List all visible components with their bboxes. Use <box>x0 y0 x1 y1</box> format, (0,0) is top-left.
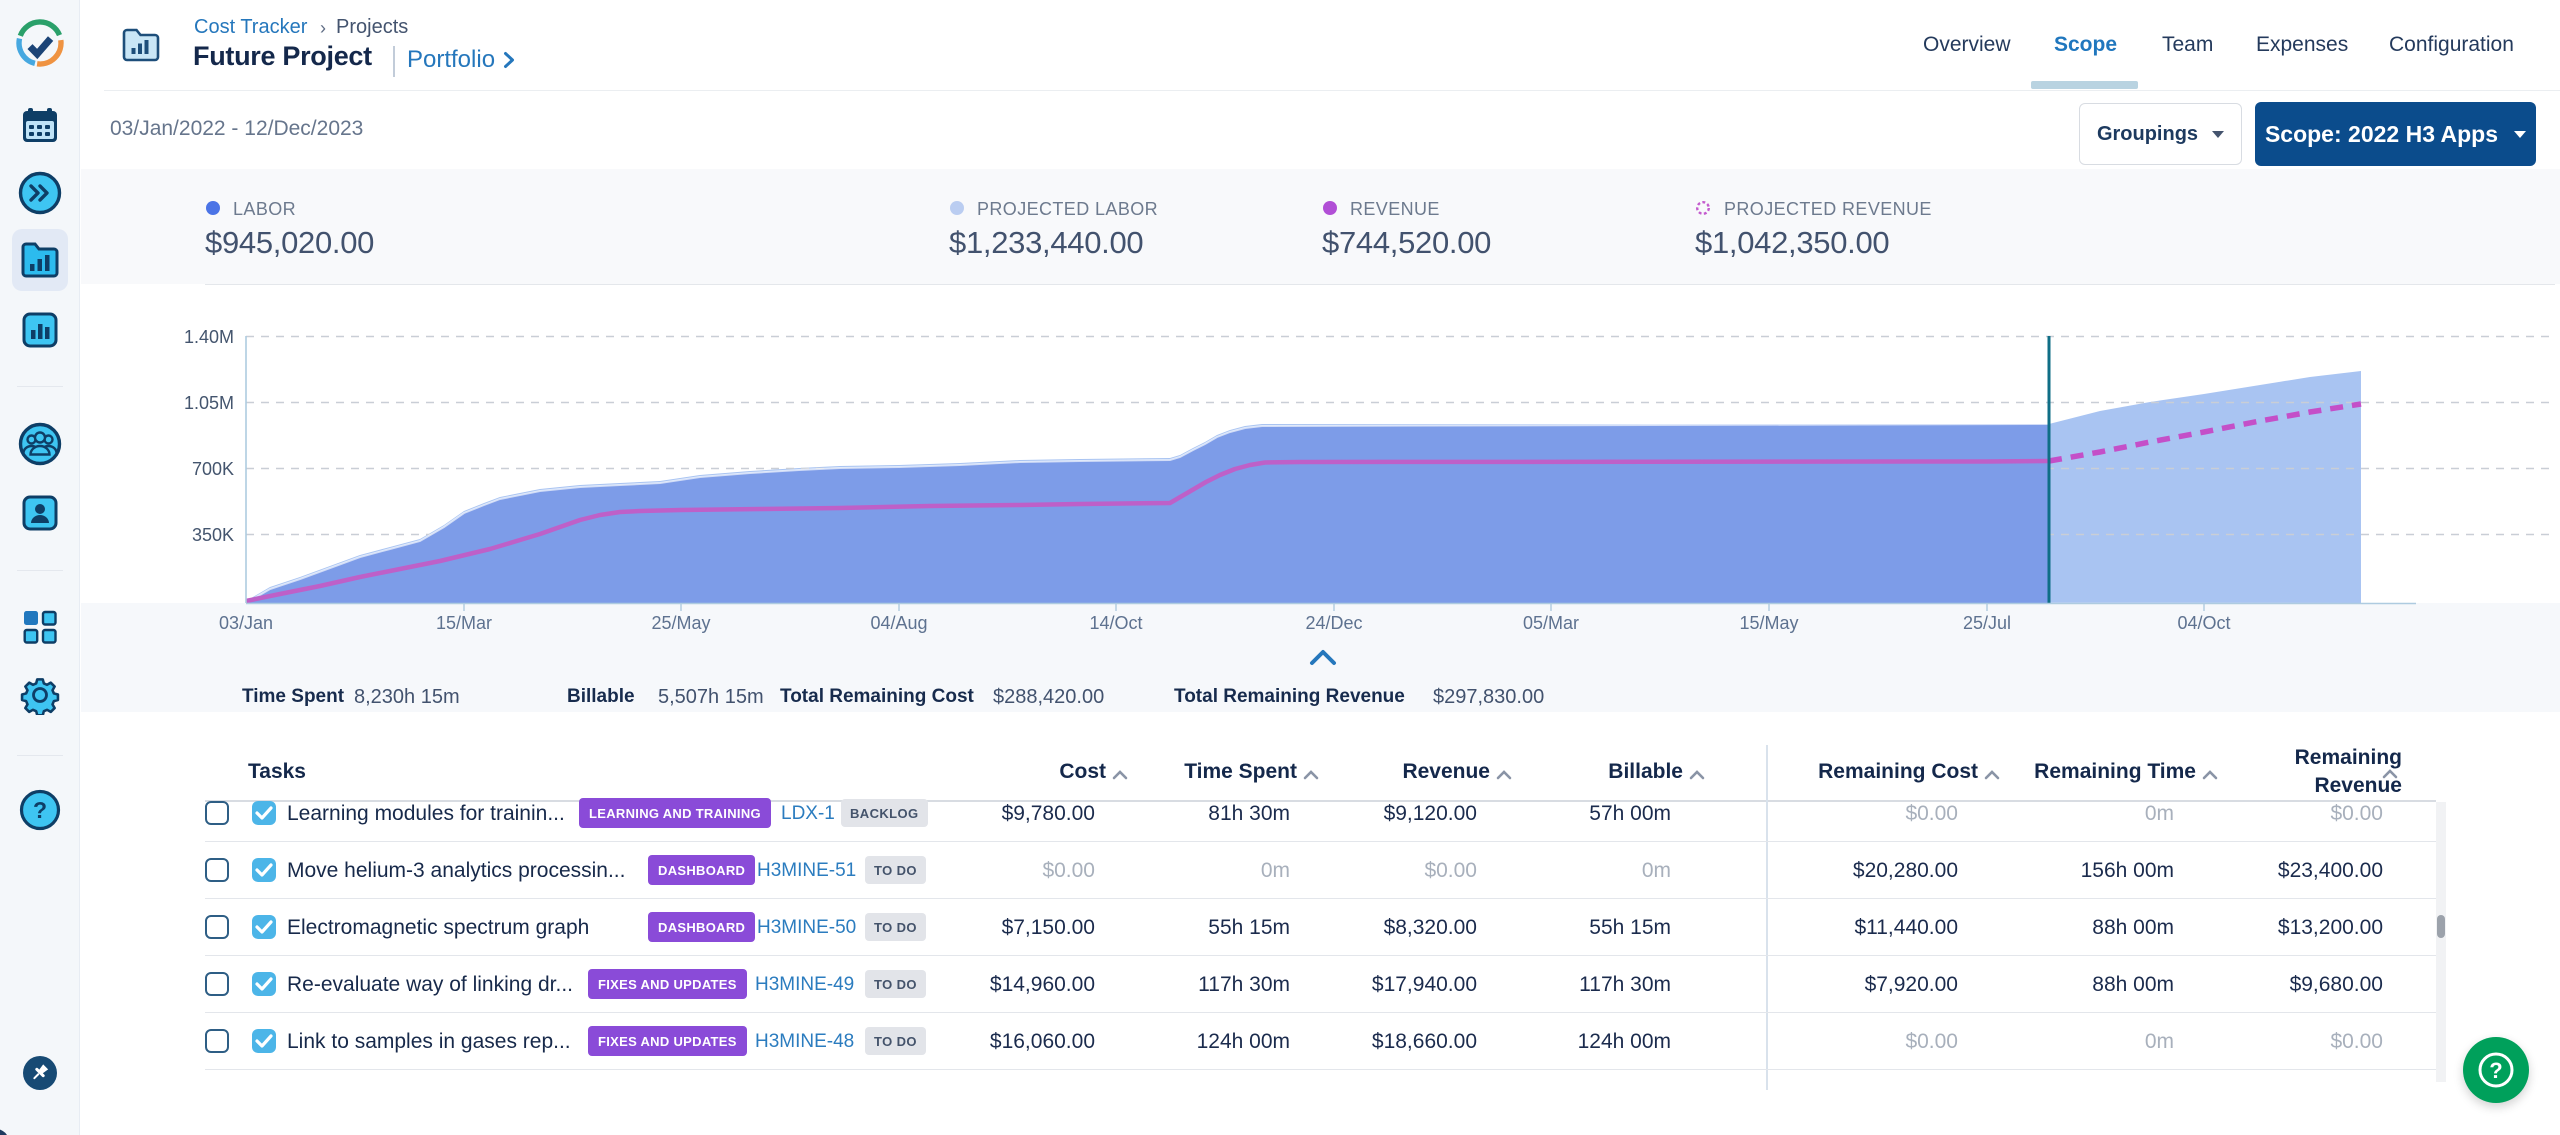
svg-text:15/May: 15/May <box>1739 613 1798 633</box>
svg-text:04/Aug: 04/Aug <box>870 613 927 633</box>
svg-text:05/Mar: 05/Mar <box>1523 613 1579 633</box>
svg-text:25/Jul: 25/Jul <box>1963 613 2011 633</box>
svg-text:03/Jan: 03/Jan <box>219 613 273 633</box>
svg-text:15/Mar: 15/Mar <box>436 613 492 633</box>
svg-text:?: ? <box>33 797 47 823</box>
svg-text:24/Dec: 24/Dec <box>1305 613 1362 633</box>
svg-text:1.40M: 1.40M <box>184 327 234 347</box>
svg-text:1.05M: 1.05M <box>184 393 234 413</box>
svg-text:04/Oct: 04/Oct <box>2177 613 2230 633</box>
svg-text:350K: 350K <box>192 525 234 545</box>
svg-text:14/Oct: 14/Oct <box>1089 613 1142 633</box>
svg-text:700K: 700K <box>192 459 234 479</box>
svg-text:25/May: 25/May <box>651 613 710 633</box>
svg-text:?: ? <box>2489 1058 2502 1083</box>
